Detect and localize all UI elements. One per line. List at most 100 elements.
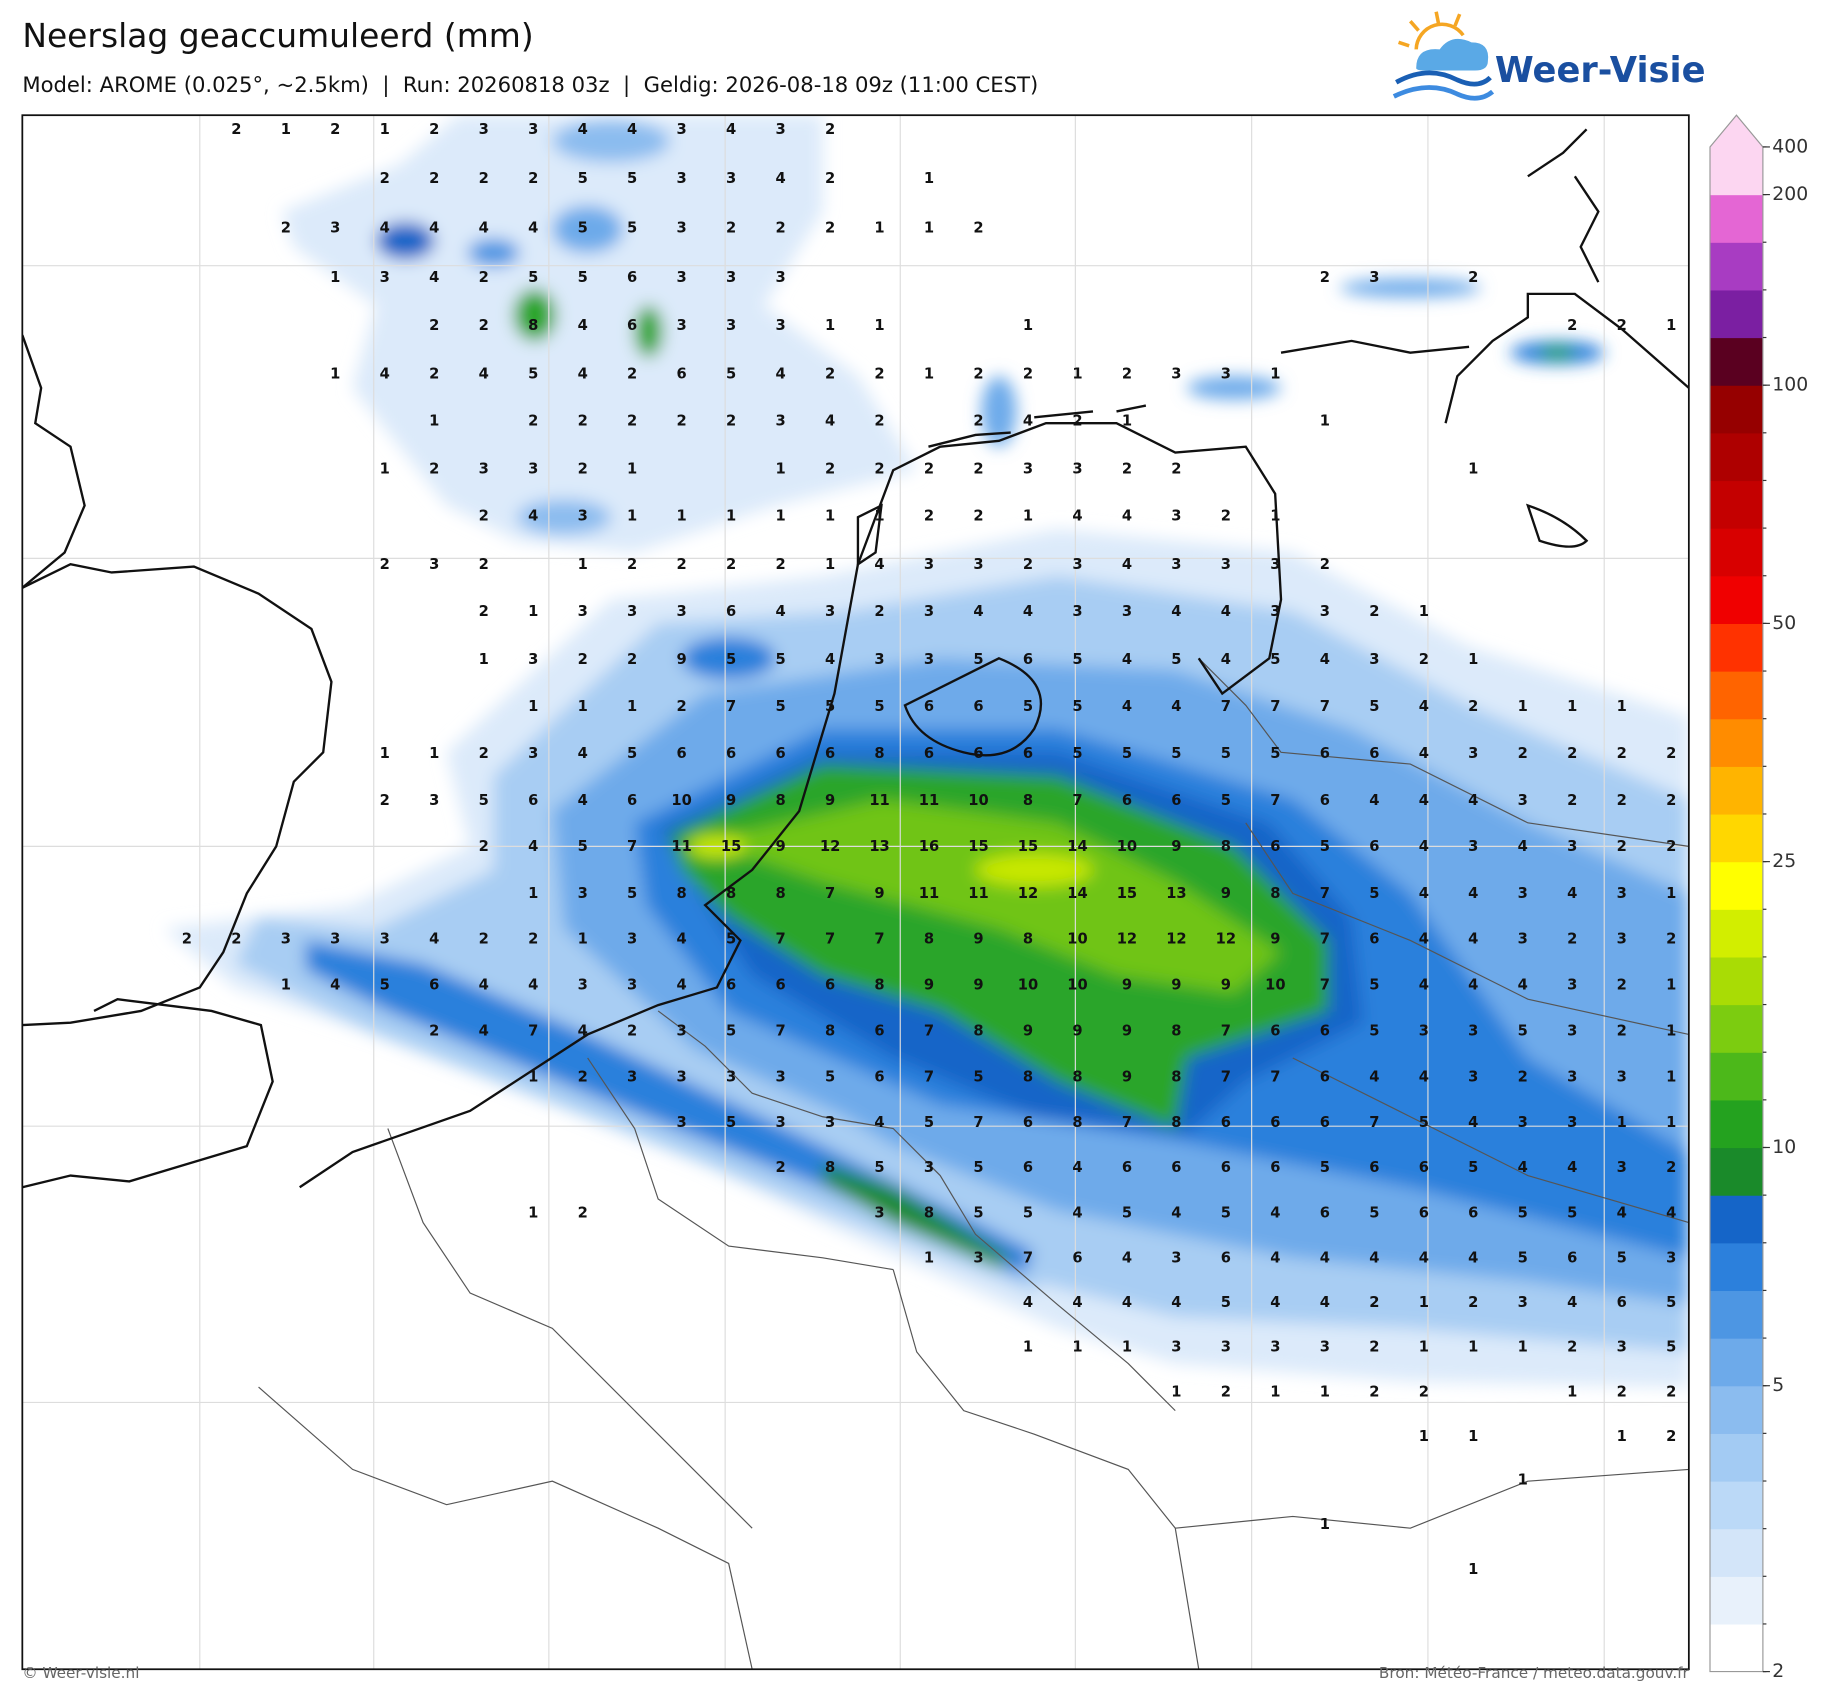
grid-value: 2 (479, 745, 489, 762)
colorbar-band (1710, 1004, 1763, 1053)
grid-value: 2 (1221, 508, 1231, 525)
grid-value: 8 (874, 745, 884, 762)
grid-value: 10 (1117, 838, 1137, 855)
grid-value: 1 (1666, 885, 1676, 902)
grid-value: 1 (1419, 1294, 1429, 1311)
grid-value: 9 (973, 977, 983, 994)
grid-value: 6 (1270, 1022, 1280, 1039)
grid-value: 1 (281, 121, 291, 138)
grid-value: 4 (1171, 1205, 1181, 1222)
grid-value: 1 (429, 412, 439, 429)
grid-value: 4 (1468, 977, 1478, 994)
grid-value: 7 (775, 931, 785, 948)
grid-value: 5 (1270, 651, 1280, 668)
coastlines (22, 128, 1689, 1189)
grid-value: 6 (775, 745, 785, 762)
grid-value: 2 (1468, 269, 1478, 286)
grid-value: 3 (1320, 1339, 1330, 1356)
grid-value: 3 (726, 269, 736, 286)
grid-value: 3 (1468, 745, 1478, 762)
grid-value: 3 (1468, 1022, 1478, 1039)
grid-value: 6 (1320, 792, 1330, 809)
grid-value: 3 (1468, 1068, 1478, 1085)
grid-value: 9 (1122, 1022, 1132, 1039)
grid-value: 1 (825, 317, 835, 334)
grid-value: 3 (924, 651, 934, 668)
grid-value: 10 (968, 792, 988, 809)
grid-value: 2 (627, 365, 637, 382)
grid-value: 2 (874, 365, 884, 382)
grid-value: 4 (1122, 698, 1132, 715)
grid-value: 7 (627, 838, 637, 855)
grid-value: 2 (1666, 838, 1676, 855)
grid-value: 6 (1369, 838, 1379, 855)
grid-value: 3 (1419, 1022, 1429, 1039)
grid-value: 7 (825, 931, 835, 948)
grid-value: 3 (1122, 603, 1132, 620)
grid-value: 3 (1171, 1249, 1181, 1266)
grid-value: 10 (1018, 977, 1038, 994)
grid-value: 7 (1221, 698, 1231, 715)
grid-value: 5 (1221, 1294, 1231, 1311)
grid-value: 7 (1270, 698, 1280, 715)
grid-value: 7 (825, 885, 835, 902)
grid-value: 4 (1072, 1294, 1082, 1311)
grid-value: 5 (874, 1159, 884, 1176)
grid-value: 4 (1468, 1249, 1478, 1266)
grid-value: 4 (1023, 412, 1033, 429)
borders (258, 657, 1689, 1670)
grid-value: 3 (775, 412, 785, 429)
grid-value: 1 (479, 651, 489, 668)
grid-value: 1 (1567, 1383, 1577, 1400)
grid-value: 3 (1270, 1339, 1280, 1356)
grid-value: 6 (726, 745, 736, 762)
grid-value: 2 (380, 792, 390, 809)
grid-value: 6 (1221, 1159, 1231, 1176)
grid-value: 5 (1171, 651, 1181, 668)
grid-value: 2 (231, 121, 241, 138)
grid-value: 2 (182, 931, 192, 948)
grid-value: 1 (677, 508, 687, 525)
grid-value: 5 (1221, 745, 1231, 762)
grid-value: 12 (1216, 931, 1236, 948)
grid-value: 2 (1617, 977, 1627, 994)
grid-value: 3 (775, 317, 785, 334)
grid-value: 9 (677, 651, 687, 668)
grid-value: 4 (726, 121, 736, 138)
grid-value: 1 (775, 508, 785, 525)
grid-value: 1 (281, 977, 291, 994)
grid-value: 2 (1419, 1383, 1429, 1400)
grid-value: 3 (1617, 885, 1627, 902)
grid-value: 4 (1320, 651, 1330, 668)
grid-value: 6 (627, 317, 637, 334)
grid-value: 3 (578, 885, 588, 902)
grid-value: 5 (479, 792, 489, 809)
grid-value: 3 (874, 1205, 884, 1222)
grid-value: 4 (874, 556, 884, 573)
grid-value: 3 (1617, 1159, 1627, 1176)
grid-value: 1 (1320, 412, 1330, 429)
grid-value: 4 (775, 603, 785, 620)
colorbar-band (1710, 1338, 1763, 1387)
grid-value: 1 (380, 461, 390, 478)
colorbar-band (1710, 718, 1763, 767)
grid-value: 6 (1617, 1294, 1627, 1311)
grid-value: 6 (1419, 1205, 1429, 1222)
grid-value: 2 (528, 412, 538, 429)
colorbar-tick-label: 200 (1772, 184, 1808, 205)
grid-value: 7 (924, 1022, 934, 1039)
grid-value: 1 (627, 698, 637, 715)
grid-value: 9 (1122, 977, 1132, 994)
grid-value: 1 (380, 745, 390, 762)
grid-value: 1 (874, 220, 884, 237)
grid-value: 3 (825, 1114, 835, 1131)
grid-value: 9 (973, 931, 983, 948)
grid-value: 3 (578, 977, 588, 994)
grid-value: 3 (479, 461, 489, 478)
grid-value: 1 (1468, 1428, 1478, 1445)
grid-value: 2 (1468, 1294, 1478, 1311)
grid-value: 1 (825, 508, 835, 525)
grid-value: 2 (1666, 931, 1676, 948)
grid-value: 1 (924, 1249, 934, 1266)
grid-value: 4 (1419, 885, 1429, 902)
